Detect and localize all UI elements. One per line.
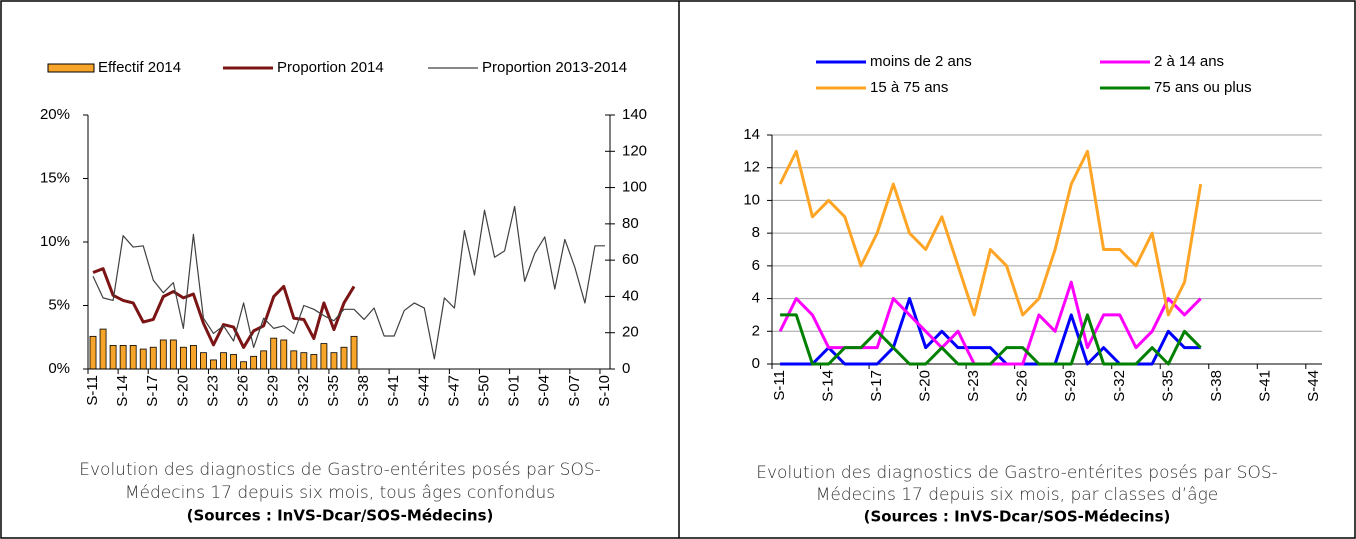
bar <box>179 346 187 370</box>
legend-label: 15 à 75 ans <box>870 79 948 96</box>
x-tick-label: S-41 <box>1256 370 1273 402</box>
y-tick-label: 0% <box>48 360 70 377</box>
bar <box>109 345 117 370</box>
legend-label: 75 ans ou plus <box>1154 79 1252 96</box>
y2-tick-label: 140 <box>622 106 647 123</box>
x-tick-label: S-10 <box>596 375 613 407</box>
x-tick-label: S-50 <box>475 375 492 407</box>
y2-tick-label: 100 <box>622 179 647 196</box>
x-tick-label: S-35 <box>1159 370 1176 402</box>
bar <box>159 339 167 370</box>
bar <box>119 345 127 370</box>
x-tick-label: S-01 <box>506 375 523 407</box>
legend-label: Proportion 2013-2014 <box>482 59 627 76</box>
bar <box>280 339 288 370</box>
x-tick-label: S-20 <box>174 375 191 407</box>
legend-label: moins de 2 ans <box>870 53 972 70</box>
caption: Evolution des diagnostics de Gastro-enté… <box>79 460 601 480</box>
y-tick-label: 2 <box>752 322 760 339</box>
bar <box>310 354 318 370</box>
bar <box>240 361 248 370</box>
bar <box>210 359 217 370</box>
x-tick-label: S-23 <box>204 375 221 407</box>
y-tick-label: 14 <box>743 126 760 143</box>
y-tick-label: 0 <box>752 355 760 372</box>
x-tick-label: S-14 <box>114 375 131 407</box>
bar <box>290 350 298 370</box>
bar <box>250 355 258 370</box>
y-tick-label: 10% <box>40 233 70 250</box>
y2-tick-label: 0 <box>622 360 630 377</box>
y2-tick-label: 40 <box>622 287 639 304</box>
bar <box>320 343 328 370</box>
caption: Médecins 17 depuis six mois, tous âges c… <box>125 483 555 503</box>
bar <box>300 352 308 370</box>
x-tick-label: S-47 <box>445 375 462 407</box>
line-series <box>778 149 1203 317</box>
bar <box>270 337 278 370</box>
y2-tick-label: 20 <box>622 324 639 341</box>
bar <box>200 352 207 370</box>
source: (Sources : InVS-Dcar/SOS-Médecins) <box>187 507 494 525</box>
y-tick-label: 8 <box>752 224 760 241</box>
x-tick-label: S-32 <box>295 375 312 407</box>
y2-tick-label: 120 <box>622 142 647 159</box>
bar <box>99 328 107 370</box>
y-tick-label: 15% <box>40 169 70 186</box>
caption: Médecins 17 depuis six mois, par classes… <box>816 485 1219 505</box>
bar <box>89 335 97 370</box>
y2-tick-label: 80 <box>622 215 639 232</box>
bar <box>340 346 348 370</box>
x-tick-label: S-23 <box>965 370 982 402</box>
legend-label: 2 à 14 ans <box>1154 53 1224 70</box>
line-series <box>92 267 356 349</box>
y-tick-label: 12 <box>743 159 760 176</box>
y-tick-label: 4 <box>752 290 760 307</box>
x-tick-label: S-07 <box>566 375 583 407</box>
y-tick-label: 6 <box>752 257 760 274</box>
x-tick-label: S-14 <box>820 370 837 402</box>
x-tick-label: S-26 <box>235 375 252 407</box>
bar <box>169 339 177 370</box>
x-tick-label: S-38 <box>355 375 372 407</box>
x-tick-label: S-32 <box>1111 370 1128 402</box>
x-tick-label: S-38 <box>1208 370 1225 402</box>
bar <box>230 354 237 370</box>
y-tick-label: 20% <box>40 106 70 123</box>
bar <box>350 335 358 370</box>
bar <box>129 345 137 370</box>
x-tick-label: S-17 <box>144 375 161 407</box>
x-tick-label: S-44 <box>415 375 432 407</box>
x-tick-label: S-29 <box>1062 370 1079 402</box>
bar <box>189 345 197 370</box>
legend-label: Effectif 2014 <box>98 59 181 76</box>
legend-label: Proportion 2014 <box>277 59 384 76</box>
line-series <box>92 205 605 360</box>
source: (Sources : InVS-Dcar/SOS-Médecins) <box>864 508 1171 526</box>
bar <box>260 350 268 370</box>
bar <box>220 352 227 370</box>
y2-tick-label: 60 <box>622 251 639 268</box>
line-series <box>780 313 1202 366</box>
x-tick-label: S-11 <box>771 370 788 401</box>
bar <box>330 352 338 370</box>
x-tick-label: S-04 <box>536 375 553 407</box>
legend-swatch <box>47 63 95 73</box>
x-tick-label: S-41 <box>385 375 402 407</box>
x-tick-label: S-26 <box>1014 370 1031 402</box>
x-tick-label: S-44 <box>1305 370 1322 402</box>
x-tick-label: S-11 <box>84 375 101 406</box>
x-tick-label: S-20 <box>917 370 934 402</box>
bar <box>139 348 147 370</box>
caption: Evolution des diagnostics de Gastro-enté… <box>756 463 1278 483</box>
bar <box>149 346 157 370</box>
x-tick-label: S-17 <box>868 370 885 402</box>
y-tick-label: 10 <box>743 191 760 208</box>
y-tick-label: 5% <box>48 296 70 313</box>
x-tick-label: S-29 <box>265 375 282 407</box>
x-tick-label: S-35 <box>325 375 342 407</box>
